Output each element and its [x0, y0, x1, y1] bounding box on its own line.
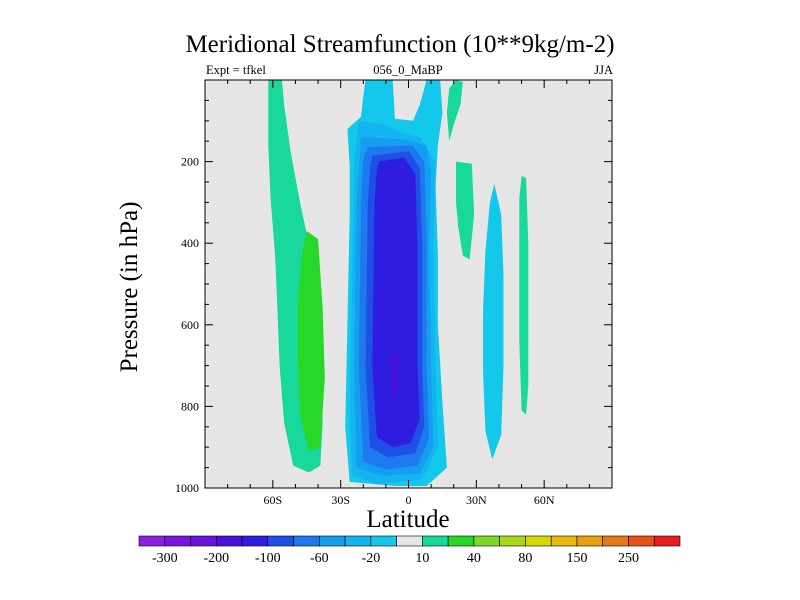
y-tick-label-3: 800 [181, 399, 199, 413]
colorbar-swatch-13 [473, 535, 500, 547]
x-tick-label-0: 60S [263, 493, 282, 507]
colorbar-swatch-10 [396, 535, 423, 547]
colorbar-swatch-6 [293, 535, 320, 547]
colorbar-swatch-17 [576, 535, 604, 547]
colorbar-swatch-9 [370, 535, 397, 547]
plot-area [205, 80, 612, 488]
colorbar-swatch-15 [525, 535, 552, 547]
colorbar-label-1: -200 [203, 551, 229, 566]
colorbar-swatch-2 [190, 535, 217, 547]
colorbar-label-3: -60 [310, 551, 329, 566]
y-tick-label-2: 600 [181, 318, 199, 332]
y-tick-label-1: 400 [181, 236, 199, 250]
experiment-label: Expt = tfkel [206, 63, 266, 77]
y-tick-label-0: 200 [181, 155, 199, 169]
contour-region-11 [483, 184, 504, 460]
colorbar-swatch-19 [628, 535, 655, 547]
x-tick-label-4: 60N [534, 493, 555, 507]
y-tick-label-4: 1000 [175, 481, 199, 495]
colorbar-swatch-7 [319, 535, 346, 547]
contour-region-10 [456, 161, 475, 260]
x-tick-label-1: 30S [331, 493, 350, 507]
colorbar-swatch-18 [602, 535, 629, 547]
colorbar-label-6: 40 [467, 551, 481, 566]
colorbar-swatch-3 [215, 535, 243, 547]
contour-region-7 [372, 157, 420, 448]
colorbar-label-5: 10 [415, 551, 429, 566]
chart-title: Meridional Streamfunction (10**9kg/m-2) [185, 31, 615, 58]
season-label: JJA [594, 63, 613, 77]
x-axis-label: Latitude [366, 506, 450, 533]
axes: 60S 30S 0 30N 60N 200 400 600 800 1000 [175, 79, 613, 507]
colorbar-swatch-4 [241, 535, 269, 547]
colorbar-swatch-20 [653, 535, 681, 547]
contour-region-9 [446, 80, 463, 142]
colorbar: -300 -200 -100 -60 -20 10 40 80 150 250 [138, 535, 681, 566]
colorbar-swatch-12 [447, 535, 475, 547]
colorbar-label-8: 150 [567, 551, 588, 566]
contour-region-8 [390, 353, 398, 399]
x-tick-label-3: 30N [466, 493, 487, 507]
colorbar-swatch-5 [267, 535, 294, 547]
colorbar-swatch-0 [138, 535, 166, 547]
contour-region-1 [297, 231, 325, 452]
colorbar-label-9: 250 [618, 551, 639, 566]
colorbar-label-2: -100 [255, 551, 281, 566]
contour-region-12 [519, 175, 529, 415]
time-label: 056_0_MaBP [373, 63, 443, 77]
colorbar-label-7: 80 [518, 551, 532, 566]
colorbar-label-0: -300 [152, 551, 178, 566]
colorbar-swatch-16 [550, 535, 578, 547]
colorbar-swatch-8 [344, 535, 372, 547]
colorbar-label-4: -20 [362, 551, 381, 566]
colorbar-swatch-11 [422, 535, 449, 547]
colorbar-swatch-14 [499, 535, 526, 547]
x-tick-label-2: 0 [406, 493, 412, 507]
colorbar-swatch-1 [164, 535, 191, 547]
